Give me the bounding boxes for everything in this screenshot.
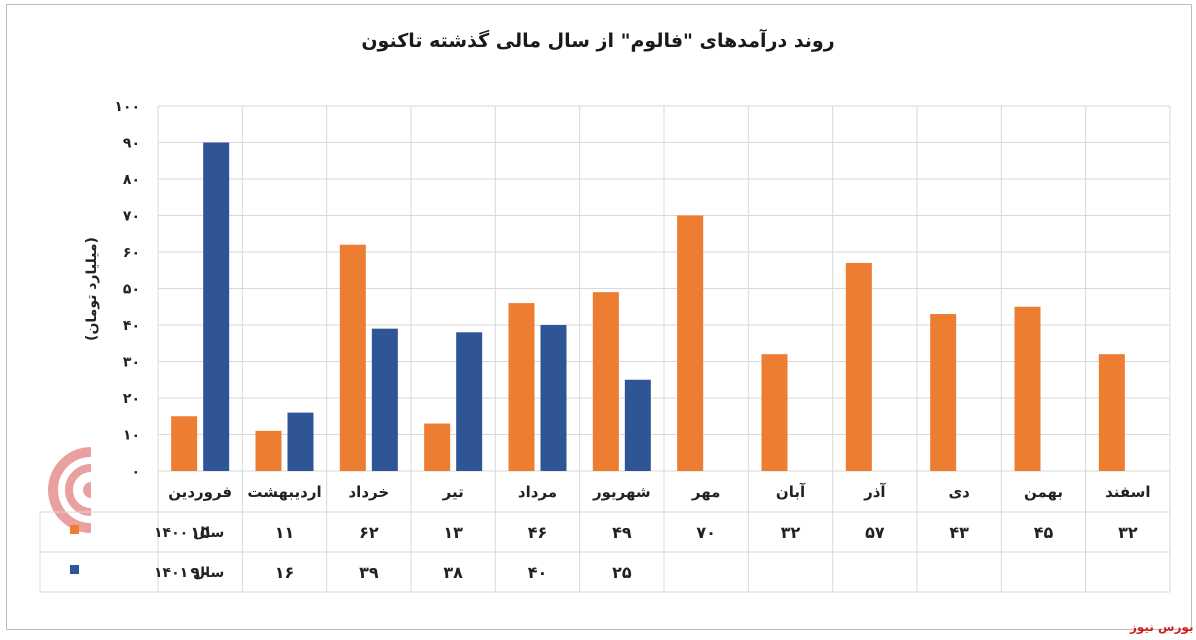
bar [1098, 354, 1125, 471]
x-tick-label: تیر [442, 483, 464, 501]
legend-entry: سال ۱۴۰۰ [154, 525, 224, 541]
bar [540, 325, 567, 471]
bar [930, 314, 957, 471]
bar [371, 328, 398, 471]
x-tick-label: مرداد [518, 483, 557, 501]
data-label: ۴۶ [528, 523, 548, 542]
bar [287, 412, 314, 471]
bar [1014, 306, 1041, 471]
x-tick-label: مهر [691, 483, 721, 501]
watermark: بورس نیوز [1130, 620, 1194, 634]
x-tick-label: آذر [863, 483, 886, 501]
y-tick-label: ۷۰ [123, 209, 140, 225]
data-label: ۶۲ [359, 523, 379, 542]
legend-swatch [70, 565, 79, 574]
x-tick-label: شهریور [592, 483, 651, 501]
x-tick-label: دی [948, 483, 970, 501]
chart-title: روند درآمدهای "فالوم" از سال مالی گذشته … [361, 30, 835, 52]
x-tick-label: بهمن [1024, 483, 1063, 501]
y-tick-label: ۶۰ [123, 245, 140, 261]
bar [456, 332, 483, 471]
y-tick-label: ۲۰ [123, 391, 140, 407]
data-label: ۹۰ [190, 563, 210, 582]
bar [677, 215, 704, 471]
legend-entry: سال ۱۴۰۱ [154, 565, 224, 581]
y-tick-label: ۸۰ [123, 172, 140, 188]
x-tick-label: خرداد [348, 483, 389, 501]
bourse-news-logo-icon [48, 440, 156, 570]
y-tick-label: ۵۰ [123, 282, 140, 298]
bar [424, 423, 451, 471]
bar [255, 430, 282, 471]
legend-swatch [70, 525, 79, 534]
data-label: ۳۹ [359, 563, 379, 582]
y-tick-label: ۰ [131, 464, 140, 480]
bar [592, 292, 619, 471]
data-label: ۱۶ [275, 563, 295, 582]
bar [171, 416, 198, 471]
data-label: ۱۳ [443, 523, 463, 542]
y-tick-label: ۳۰ [123, 355, 140, 371]
x-tick-label: فروردین [168, 483, 232, 501]
bar [845, 262, 872, 471]
bar [508, 303, 535, 471]
data-label: ۱۱ [275, 523, 295, 542]
y-tick-label: ۴۰ [123, 318, 140, 334]
data-label: ۴۹ [612, 523, 632, 542]
data-label: ۴۰ [528, 563, 548, 582]
bar [761, 354, 788, 471]
data-label: ۱۵ [190, 523, 210, 542]
x-tick-label: آبان [776, 483, 806, 501]
y-tick-label: ۱۰ [123, 428, 140, 444]
data-label: ۵۷ [865, 523, 885, 542]
y-axis-label: (میلیارد تومان) [84, 237, 100, 341]
data-label: ۳۲ [1118, 523, 1138, 542]
data-label: ۴۵ [1034, 523, 1054, 542]
bar [624, 379, 651, 471]
data-label: ۴۳ [949, 523, 969, 542]
data-label: ۷۰ [696, 523, 716, 542]
data-label: ۲۵ [612, 563, 632, 582]
bar [339, 244, 366, 471]
data-label: ۳۲ [781, 523, 801, 542]
x-tick-label: اسفند [1105, 483, 1150, 501]
x-tick-label: اردیبهشت [247, 483, 321, 501]
y-tick-label: ۹۰ [123, 136, 140, 152]
y-tick-label: ۱۰۰ [114, 99, 140, 115]
data-label: ۳۸ [443, 563, 463, 582]
bar [203, 142, 230, 471]
